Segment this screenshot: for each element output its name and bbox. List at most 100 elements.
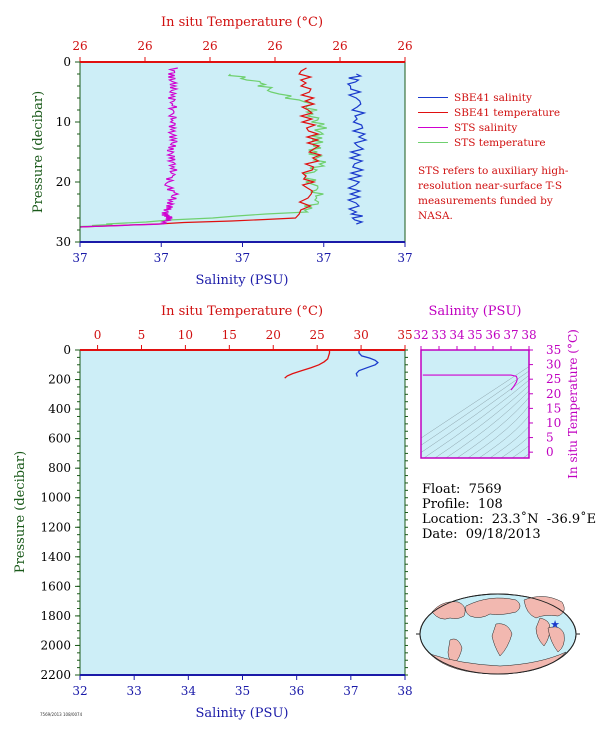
inset-density-contour	[445, 390, 529, 458]
inset-salinity-tick-label: 36	[485, 328, 500, 342]
bottom-temperature-tick-label: 20	[266, 328, 281, 342]
inset-density-contour	[423, 379, 529, 458]
top-traces	[79, 67, 368, 228]
bottom-pressure-tick-label: 0	[63, 343, 71, 357]
bottom-salinity-tick-label: 34	[181, 684, 197, 698]
bottom-salinity-tick-label: 37	[343, 684, 358, 698]
legend-label-sts-salinity: STS salinity	[454, 121, 518, 134]
bottom-temperature-tick-label: 35	[397, 328, 412, 342]
bottom-pressure-tick-label: 2000	[40, 638, 71, 652]
top-salinity-axis-label: Salinity (PSU)	[196, 273, 289, 288]
legend-item-sbe41-salinity: SBE41 salinity	[418, 90, 560, 105]
float-id: Float: 7569	[422, 482, 502, 497]
inset-ts-curve	[422, 374, 518, 391]
float-info: Float: 7569 Profile: 108 Location: 23.3˚…	[422, 482, 596, 542]
legend-swatch-sts-temperature	[418, 142, 448, 143]
bottom-pressure-axis-label: Pressure (decibar)	[13, 451, 28, 573]
inset-density-contour	[421, 370, 529, 446]
bottom-pressure-tick-label: 200	[48, 373, 71, 387]
inset-temperature-tick-label: 10	[546, 416, 561, 430]
top-pressure-tick-label: 0	[63, 55, 71, 69]
legend-label-sbe41-salinity: SBE41 salinity	[454, 91, 532, 104]
inset-density-contour	[500, 436, 529, 458]
bottom-salinity-tick-label: 35	[235, 684, 250, 698]
bottom-salinity-tick-label: 36	[289, 684, 304, 698]
bottom-temperature-tick-label: 30	[353, 328, 368, 342]
bottom-traces	[284, 350, 379, 379]
inset-temperature-tick-label: 25	[546, 372, 561, 386]
top-temperature-tick-label: 26	[202, 39, 217, 53]
profile-number: Profile: 108	[422, 497, 503, 512]
bottom-temperature-tick-label: 25	[310, 328, 325, 342]
top-salinity-tick-label: 37	[154, 251, 169, 265]
inset-salinity-tick-label: 33	[431, 328, 446, 342]
top-temperature-tick-label: 26	[267, 39, 282, 53]
top-ticks: 26 26 26 26 26 26 37 37 37 37 37 0 10 20 30	[56, 39, 413, 265]
inset-temperature-tick-label: 35	[546, 343, 561, 357]
bottom-pressure-tick-label: 600	[48, 432, 71, 446]
inset-density-contour	[489, 425, 529, 458]
legend-item-sbe41-temperature: SBE41 temperature	[418, 105, 560, 120]
inset-temperature-tick-label: 30	[546, 358, 561, 372]
inset-salinity-tick-label: 37	[503, 328, 518, 342]
legend-item-sts-temperature: STS temperature	[418, 135, 560, 150]
inset-density-contour	[467, 405, 529, 458]
map-continents	[429, 596, 567, 675]
top-temperature-tick-label: 26	[72, 39, 87, 53]
top-panel: 26 26 26 26 26 26 37 37 37 37 37 0 10 20 30 In situ Te…	[31, 15, 413, 288]
inset-density-contours	[421, 366, 529, 458]
top-salinity-tick-label: 37	[397, 251, 412, 265]
bottom-pressure-tick-label: 2200	[40, 668, 71, 682]
inset-temperature-axis-label: In situ Temperature (°C)	[566, 329, 580, 479]
inset-traces	[422, 374, 518, 391]
bottom-temperature-tick-label: 5	[138, 328, 146, 342]
bottom-temperature-tick-label: 10	[178, 328, 193, 342]
legend-label-sts-temperature: STS temperature	[454, 136, 546, 149]
bottom-series-temperature	[284, 350, 331, 379]
inset-density-contour	[456, 397, 529, 458]
top-salinity-tick-label: 37	[72, 251, 87, 265]
top-pressure-axis-label: Pressure (decibar)	[31, 91, 46, 213]
top-legend: SBE41 salinity SBE41 temperature STS sal…	[418, 90, 560, 150]
inset-density-contour	[421, 375, 529, 453]
inset-density-contour	[511, 445, 529, 458]
inset-density-contour	[421, 366, 529, 439]
bottom-salinity-tick-label: 33	[127, 684, 142, 698]
inset-density-contour	[478, 415, 529, 458]
top-series-sts-temperature	[79, 73, 327, 228]
bottom-plot-area	[80, 350, 405, 675]
bottom-salinity-axis-label: Salinity (PSU)	[196, 706, 289, 721]
bottom-temperature-tick-label: 0	[94, 328, 102, 342]
top-pressure-tick-label: 10	[56, 115, 71, 129]
bottom-series-salinity	[355, 350, 379, 377]
inset-temperature-tick-label: 0	[546, 445, 554, 459]
top-temperature-tick-label: 26	[397, 39, 412, 53]
inset-salinity-tick-label: 34	[449, 328, 465, 342]
inset-salinity-tick-label: 38	[521, 328, 536, 342]
bottom-ticks: 0 5 10 15 20 25 30 35 32 33 34 35 36 37 38 0 200 400 600 80…	[40, 328, 412, 698]
top-temperature-tick-label: 26	[137, 39, 152, 53]
legend-item-sts-salinity: STS salinity	[418, 120, 560, 135]
top-salinity-tick-label: 37	[316, 251, 331, 265]
inset-salinity-axis-label: Salinity (PSU)	[429, 304, 522, 319]
location: Location: 23.3˚N -36.9˚E	[422, 512, 597, 527]
inset-temperature-tick-label: 5	[546, 431, 554, 445]
footer-code: 7569/2013 108/0074	[40, 712, 83, 717]
bottom-temperature-axis-label: In situ Temperature (°C)	[161, 304, 323, 319]
inset-salinity-tick-label: 32	[413, 328, 428, 342]
float-location-marker: ★	[550, 618, 560, 631]
top-salinity-tick-label: 37	[235, 251, 250, 265]
bottom-panel: 0 5 10 15 20 25 30 35 32 33 34 35 36 37 38 0 200 400 600 80…	[13, 304, 413, 721]
legend-label-sbe41-temperature: SBE41 temperature	[454, 106, 561, 119]
bottom-pressure-tick-label: 1400	[40, 550, 71, 564]
sts-note: STS refers to auxiliary high-resolution …	[418, 165, 569, 222]
bottom-temperature-tick-label: 15	[222, 328, 237, 342]
top-pressure-tick-label: 30	[56, 235, 71, 249]
date: Date: 09/18/2013	[422, 527, 541, 542]
bottom-pressure-tick-label: 800	[48, 461, 71, 475]
inset-density-contour	[434, 384, 529, 458]
bottom-salinity-tick-label: 32	[72, 684, 87, 698]
